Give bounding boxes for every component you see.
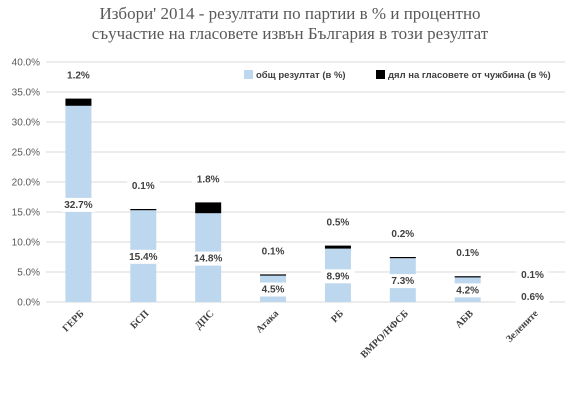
data-label-bg: [192, 172, 225, 187]
data-label-bg: [61, 197, 96, 212]
data-label-bg: [386, 227, 419, 241]
data-label-abroad: 0.1%: [132, 181, 155, 192]
data-label-abroad: 0.1%: [456, 248, 479, 259]
data-label-bg: [385, 274, 420, 289]
bar-abroad-share: [389, 257, 416, 259]
category-label: Зелените: [504, 308, 541, 345]
data-label-total: 32.7%: [64, 200, 92, 211]
data-label-abroad: 0.2%: [391, 229, 414, 240]
data-label-total: 0.6%: [521, 292, 544, 303]
data-label-abroad: 1.2%: [67, 71, 90, 82]
chart-title: Избори' 2014 - резултати по партии в % и…: [0, 4, 580, 44]
category-label: РБ: [329, 308, 346, 325]
y-tick-label: 35.0%: [12, 88, 40, 99]
bar-abroad-share: [260, 274, 287, 276]
data-label-total: 7.3%: [391, 276, 414, 287]
bar-abroad-share: [324, 245, 351, 249]
y-tick-label: 20.0%: [12, 178, 40, 189]
bar-abroad-share: [195, 202, 222, 214]
data-label-bg: [126, 249, 161, 264]
category-label: ГЕРБ: [61, 308, 87, 334]
y-tick-label: 25.0%: [12, 148, 40, 159]
data-label-bg: [450, 283, 485, 298]
data-label-total: 14.8%: [194, 254, 222, 265]
data-label-bg: [320, 269, 355, 284]
y-tick-label: 5.0%: [17, 268, 40, 279]
data-label-bg: [257, 244, 290, 259]
data-label-total: 8.9%: [327, 271, 350, 282]
bar-abroad-share: [130, 209, 157, 211]
data-label-bg: [451, 246, 484, 261]
data-label-bg: [515, 290, 550, 304]
y-tick-label: 15.0%: [12, 208, 40, 219]
data-label-abroad: 0.1%: [521, 270, 544, 281]
data-label-bg: [321, 215, 354, 230]
category-label: БСП: [128, 308, 151, 331]
chart-title-line-2: съучастие на гласовете извън България в …: [91, 24, 489, 43]
category-label: АБВ: [454, 308, 477, 331]
data-label-abroad: 0.1%: [262, 246, 285, 257]
data-label-total: 15.4%: [129, 252, 157, 263]
bar-abroad-share: [65, 98, 92, 106]
legend-swatch-total: [244, 70, 253, 79]
y-tick-label: 10.0%: [12, 238, 40, 249]
legend-label-abroad: дял на гласовете от чужбина (в %): [388, 70, 551, 81]
chart-title-line-1: Избори' 2014 - резултати по партии в % и…: [99, 4, 481, 23]
y-tick-label: 40.0%: [12, 58, 40, 69]
data-label-bg: [191, 251, 226, 266]
y-tick-label: 0.0%: [17, 298, 40, 309]
data-label-bg: [516, 267, 549, 282]
data-label-abroad: 0.5%: [327, 218, 350, 229]
data-label-total: 4.2%: [456, 285, 479, 296]
category-label: Атака: [254, 308, 281, 335]
data-label-total: 4.5%: [262, 285, 285, 296]
category-label: ВМРО/НФСБ: [359, 308, 412, 361]
data-label-bg: [62, 68, 95, 83]
category-label: ДПС: [193, 308, 216, 331]
y-tick-label: 30.0%: [12, 118, 40, 129]
legend-label-total: общ резултат (в %): [256, 70, 346, 81]
bar-abroad-share: [454, 276, 481, 278]
data-label-bg: [127, 179, 160, 193]
data-label-bg: [256, 282, 291, 297]
data-label-abroad: 1.8%: [197, 174, 220, 185]
legend-swatch-abroad: [376, 70, 385, 79]
